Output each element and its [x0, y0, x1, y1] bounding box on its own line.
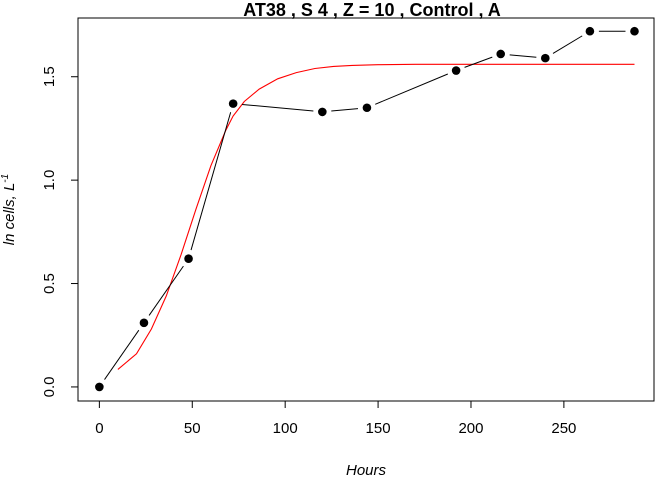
x-tick-label: 100 — [273, 420, 298, 437]
x-tick-label: 0 — [95, 420, 103, 437]
observed-data-point — [496, 49, 506, 59]
y-axis-title-superscript: -1 — [0, 174, 11, 183]
y-tick-label: 1.5 — [41, 66, 58, 87]
fitted-curve-line — [117, 63, 635, 370]
observed-data-point — [318, 107, 327, 117]
observed-data-point — [362, 103, 372, 113]
observed-line-segment — [552, 35, 583, 54]
observed-line-segment — [375, 73, 449, 105]
observed-data-point — [228, 99, 238, 108]
observed-data-point — [630, 26, 639, 36]
y-axis-title-main: ln cells, L — [1, 183, 18, 246]
x-tick-label: 50 — [184, 420, 201, 437]
observed-line-segment — [190, 112, 232, 251]
observed-line-segment — [242, 103, 314, 112]
observed-line-segment — [464, 56, 493, 68]
plot-frame — [77, 17, 655, 402]
x-tick-label: 150 — [366, 420, 391, 437]
observed-line-segment — [148, 265, 184, 316]
observed-data-point — [585, 26, 595, 36]
observed-line-segment — [331, 108, 359, 112]
y-tick-label: 0.0 — [41, 377, 58, 398]
y-axis: 0.0 0.5 1.0 1.5 — [41, 66, 78, 397]
observed-data-point — [95, 382, 104, 392]
observed-data-point — [451, 66, 461, 75]
observed-line-segment — [104, 329, 140, 380]
observed-line-segment — [509, 54, 537, 58]
y-tick-label: 1.0 — [41, 170, 58, 191]
observed-data-point — [139, 318, 149, 328]
y-axis-title: ln cells, L-1 — [0, 174, 18, 245]
y-tick-label: 0.5 — [41, 273, 58, 294]
series-layer — [95, 26, 639, 392]
chart-title: AT38 , S 4 , Z = 10 , Control , A — [243, 0, 501, 20]
x-tick-label: 250 — [551, 420, 576, 437]
observed-data-point — [184, 254, 193, 264]
x-tick-label: 200 — [458, 420, 483, 437]
x-axis: 0 50 100 150 200 250 — [95, 401, 576, 437]
x-axis-title: Hours — [346, 462, 387, 479]
observed-data-point — [541, 53, 550, 63]
